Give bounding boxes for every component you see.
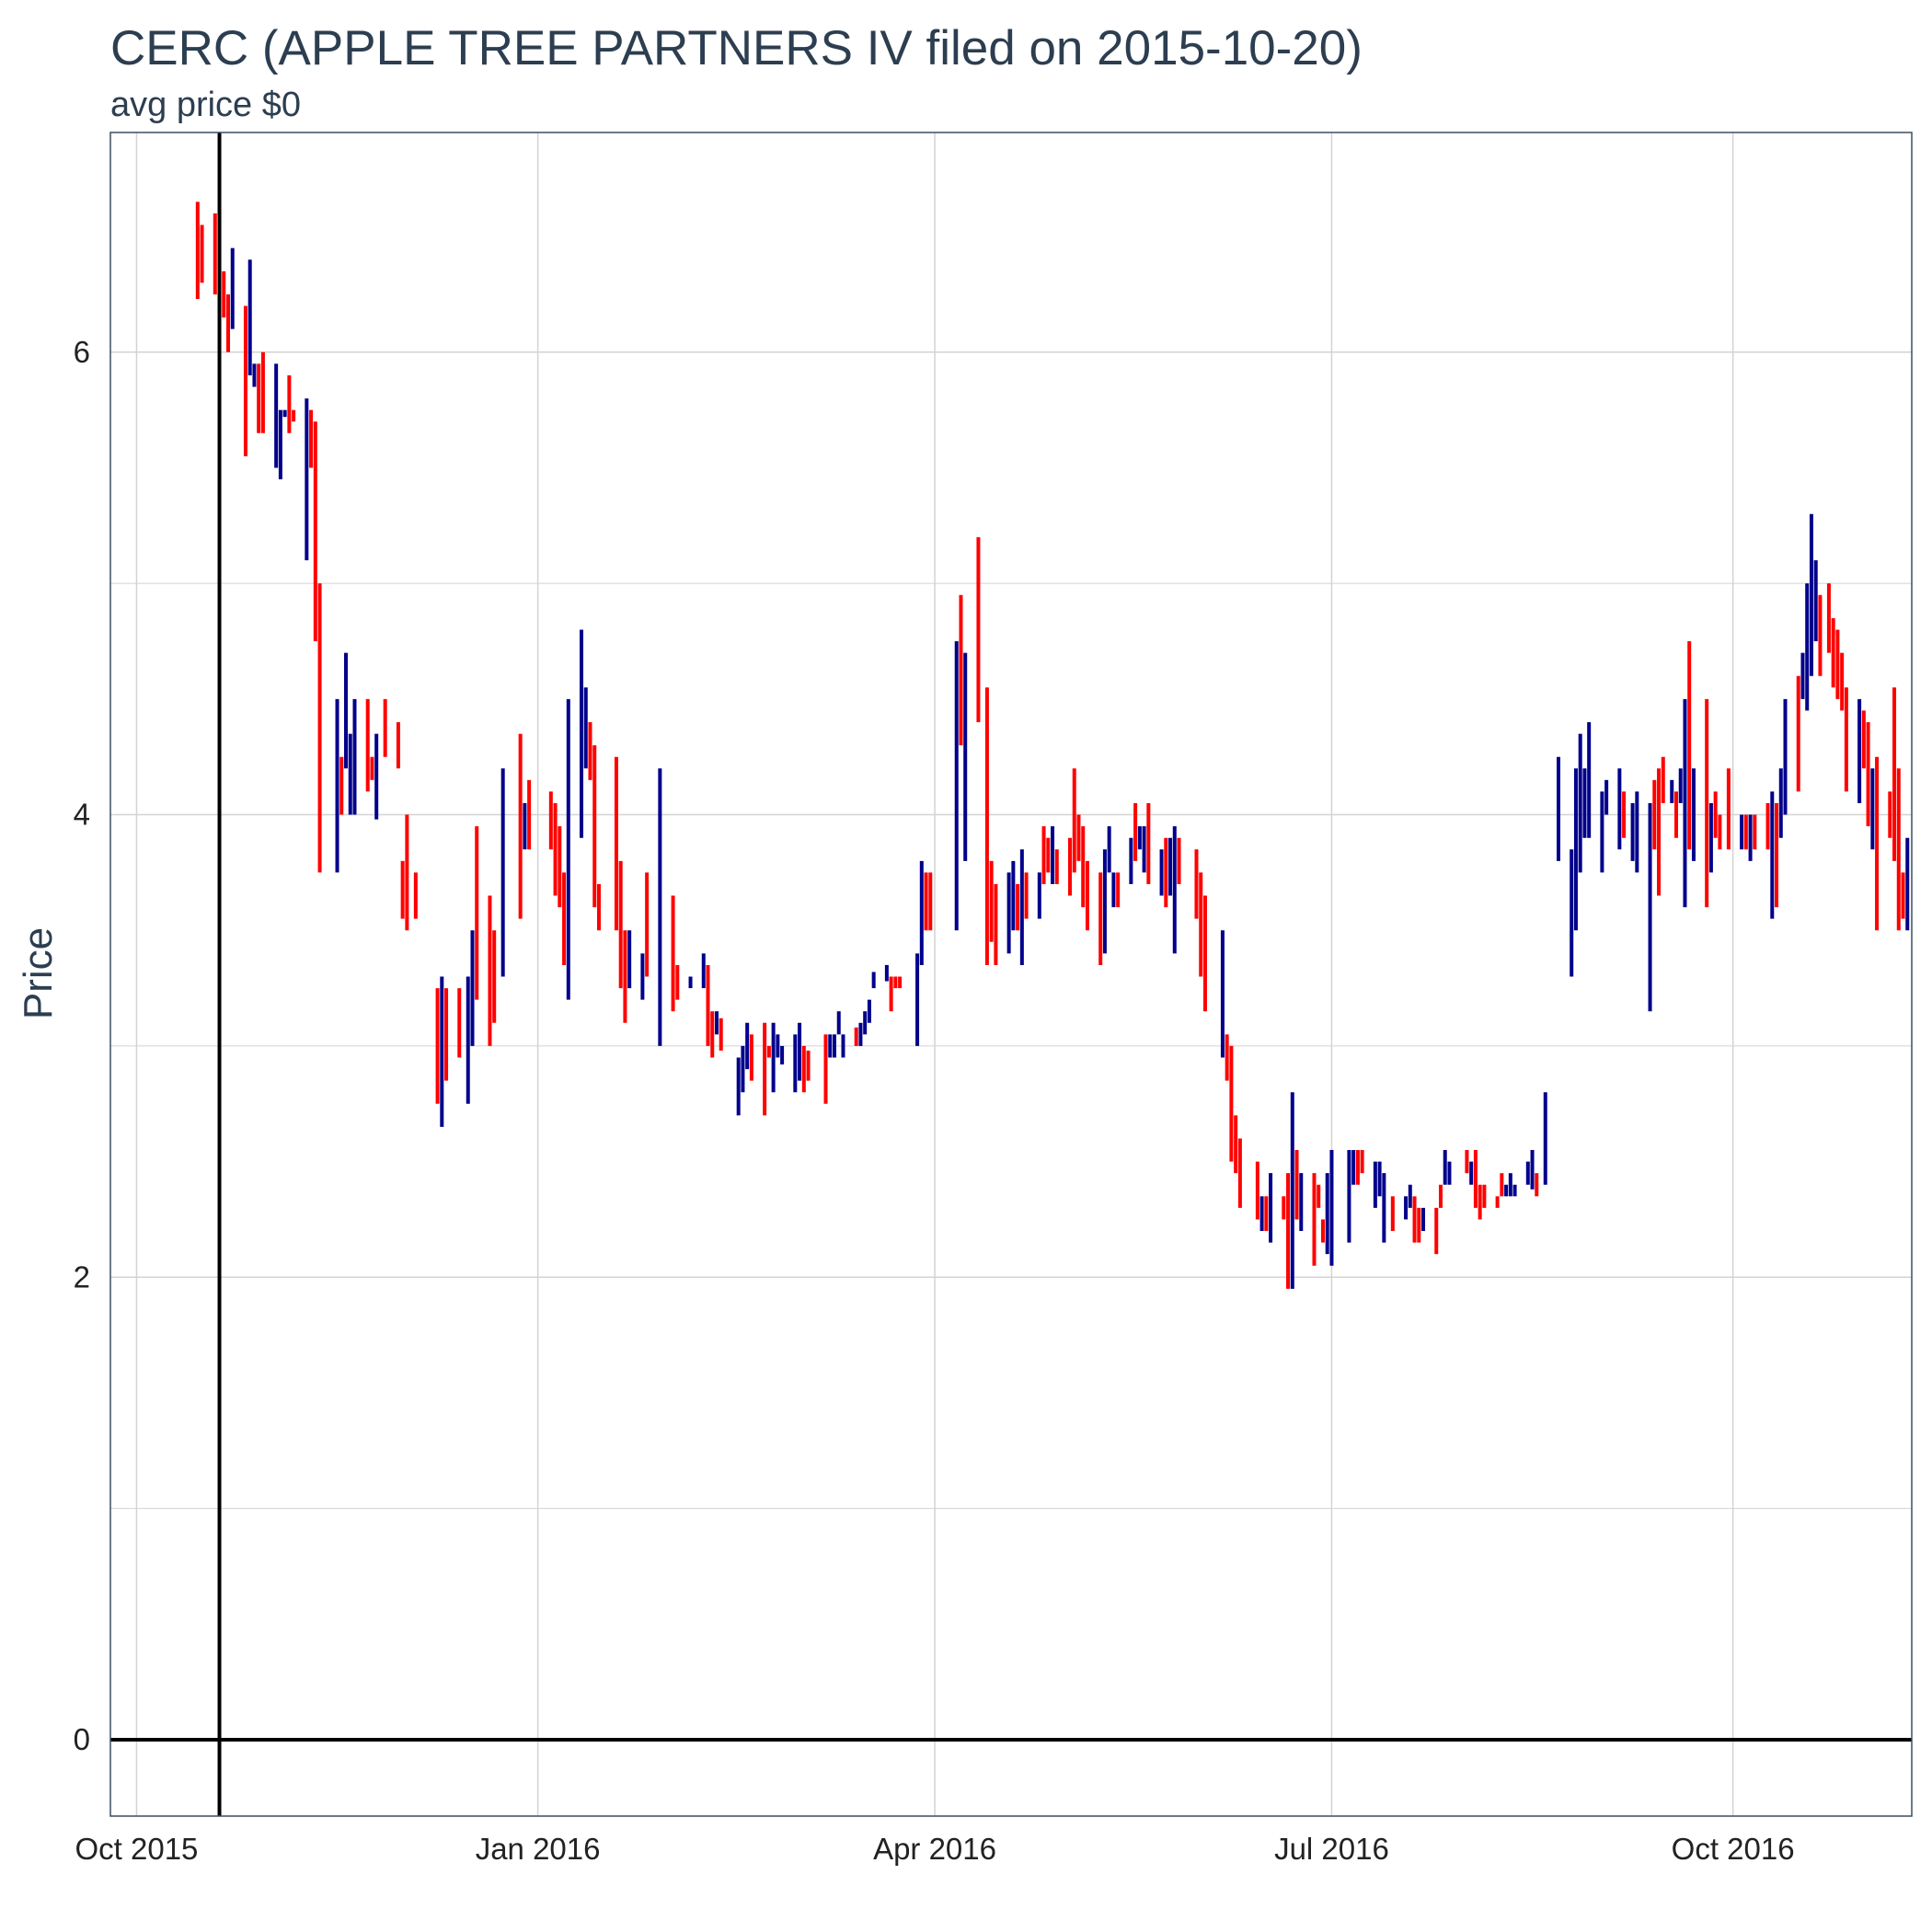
x-tick-label: Jul 2016 bbox=[1274, 1832, 1389, 1866]
x-tick-label: Apr 2016 bbox=[873, 1832, 996, 1866]
chart-title: CERC (APPLE TREE PARTNERS IV filed on 20… bbox=[110, 21, 1363, 75]
y-tick-label: 2 bbox=[74, 1259, 90, 1294]
x-tick-label: Oct 2015 bbox=[75, 1832, 198, 1866]
y-tick-label: 0 bbox=[74, 1722, 90, 1756]
grid-lines bbox=[110, 132, 1912, 1816]
price-bars bbox=[195, 201, 1910, 1289]
axis-tick-labels: 0 2 4 6 Oct 2015 Jan 2016 Apr 2016 Jul 2016 Oct … bbox=[74, 335, 1795, 1866]
x-tick-label: Oct 2016 bbox=[1672, 1832, 1795, 1866]
y-axis-label: Price bbox=[16, 927, 61, 1019]
panel-border bbox=[109, 132, 1913, 1817]
plot-panel bbox=[110, 132, 1912, 1816]
y-tick-label: 6 bbox=[74, 335, 90, 369]
x-tick-label: Jan 2016 bbox=[476, 1832, 601, 1866]
y-tick-label: 4 bbox=[74, 798, 90, 832]
reference-lines bbox=[110, 132, 1912, 1816]
chart-subtitle: avg price $0 bbox=[110, 86, 301, 124]
